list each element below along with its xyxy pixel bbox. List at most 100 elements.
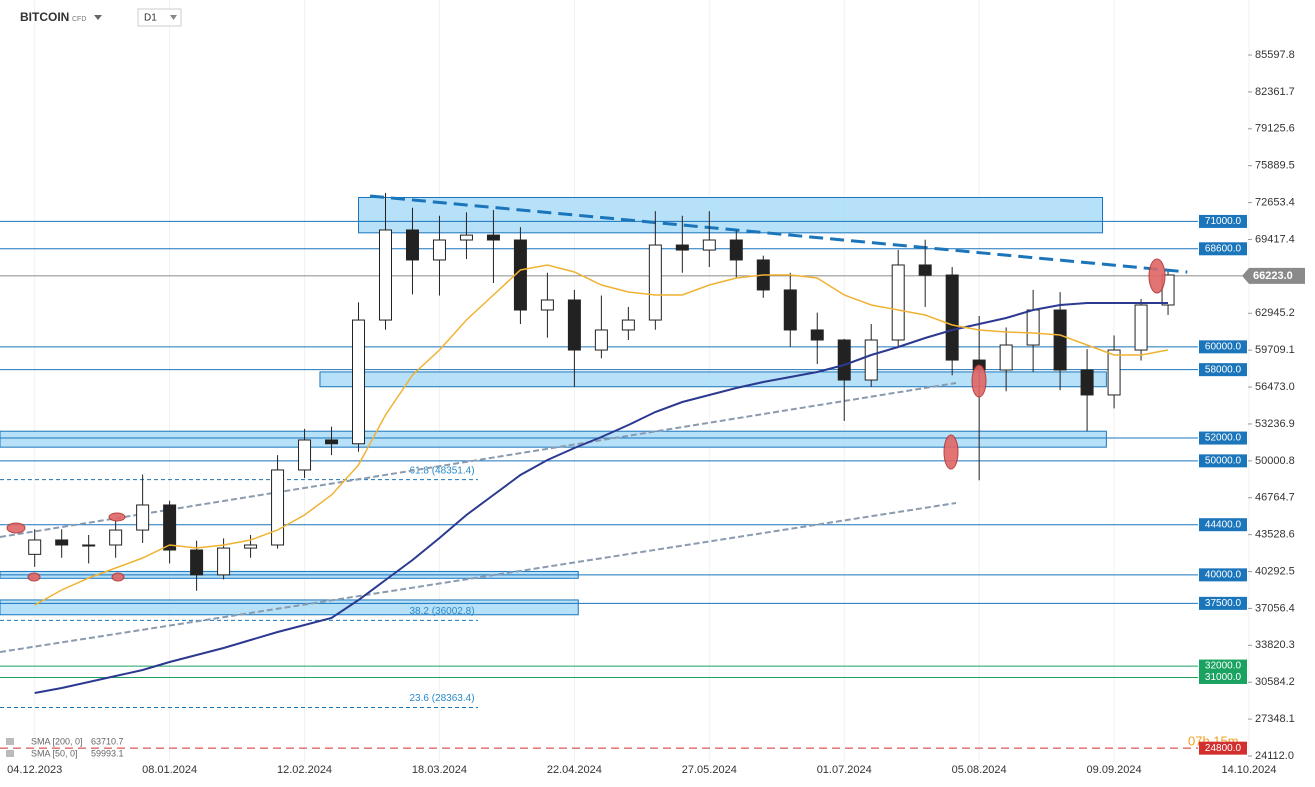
current-price-box: [1242, 267, 1305, 284]
candle-body: [675, 244, 689, 251]
y-tick-label: 24112.0: [1255, 750, 1294, 762]
y-tick-label: 53236.9: [1255, 418, 1295, 430]
level-label: 37500.0: [1205, 598, 1242, 609]
highlight: [108, 512, 126, 522]
candle-body: [1053, 309, 1067, 371]
level-label-box: [1199, 454, 1247, 468]
symbol-dropdown[interactable]: [94, 15, 102, 20]
timeframe-dropdown[interactable]: [170, 15, 177, 20]
plot: 61.8 (48351.4) 38.2 (36002.8) 23.6 (28363.…: [0, 0, 1250, 762]
x-tick-label: 18.03.2024: [412, 764, 467, 776]
level-label: 24800.0: [1205, 743, 1242, 754]
trendline: [0, 382, 957, 538]
y-tick-label: 62945.2: [1255, 307, 1295, 319]
sma-line: [34, 264, 1169, 606]
fib-label: 23.6 (28363.4): [409, 693, 474, 704]
candle-body: [513, 239, 527, 311]
zone: [319, 371, 1107, 388]
x-tick-label: 12.02.2024: [277, 764, 332, 776]
level-label: 68600.0: [1205, 243, 1242, 254]
highlight: [971, 364, 987, 398]
timeframe[interactable]: D1: [144, 13, 157, 24]
level-label: 32000.0: [1205, 661, 1242, 672]
x-tick-label: 27.05.2024: [682, 764, 737, 776]
candle-body: [378, 229, 392, 321]
candle-body: [1107, 349, 1121, 396]
highlight: [6, 522, 26, 534]
symbol[interactable]: BITCOIN: [20, 10, 69, 24]
fib-label: 38.2 (36002.8): [409, 606, 474, 617]
candle-body: [621, 319, 635, 331]
y-tick-label: 27348.1: [1255, 713, 1295, 725]
zone: [0, 430, 1107, 448]
level-label-box: [1199, 741, 1247, 755]
x-tick-label: 08.01.2024: [142, 764, 197, 776]
y-tick-label: 75889.5: [1255, 160, 1295, 172]
candle-body: [432, 239, 446, 261]
candle-body: [109, 529, 123, 546]
candle-body: [82, 544, 96, 547]
level-label: 44400.0: [1205, 519, 1242, 530]
y-tick-label: 30584.2: [1255, 676, 1295, 688]
candle-body: [1026, 309, 1040, 346]
y-tick-label: 69417.4: [1255, 233, 1295, 245]
level-label-box: [1199, 659, 1247, 673]
annotations: [6, 258, 1166, 582]
highlight: [111, 572, 125, 582]
legend-value: 63710.7: [91, 736, 124, 746]
x-tick-label: 05.08.2024: [952, 764, 1007, 776]
candle-body: [999, 344, 1013, 371]
timeframe-box[interactable]: [137, 8, 182, 27]
y-tick-label: 37056.4: [1255, 602, 1295, 614]
sma-line: [34, 302, 1168, 694]
y-tick-label: 46764.7: [1255, 492, 1295, 504]
y-tick-label: 56473.0: [1255, 381, 1295, 393]
candle-body: [567, 299, 581, 351]
current-price-label: 66223.0: [1253, 270, 1293, 282]
candle-body: [352, 319, 366, 445]
fib-label: 61.8 (48351.4): [409, 465, 474, 476]
candle-body: [729, 239, 743, 261]
level-label: 52000.0: [1205, 433, 1242, 444]
trendline: [369, 194, 1188, 274]
y-tick-label: 50000.8: [1255, 455, 1295, 467]
candle-body: [540, 299, 554, 311]
legend-icon: [6, 750, 14, 757]
level-label-box: [1199, 518, 1247, 532]
x-tick-label: 04.12.2023: [7, 764, 62, 776]
candle-body: [405, 229, 419, 261]
highlight: [943, 434, 959, 470]
legend-icon: [6, 738, 14, 745]
level-label: 58000.0: [1205, 364, 1242, 375]
level-label: 60000.0: [1205, 341, 1242, 352]
y-tick-label: 79125.6: [1255, 123, 1295, 135]
instrument-type: CFD: [72, 16, 86, 23]
level-label: 31000.0: [1205, 672, 1242, 683]
candle-body: [648, 244, 662, 321]
level-label-box: [1199, 363, 1247, 377]
candle-body: [486, 234, 500, 241]
highlight: [27, 572, 41, 582]
x-tick-label: 01.07.2024: [817, 764, 872, 776]
legend-value: 59993.1: [91, 748, 124, 758]
zone: [358, 196, 1104, 234]
candle-body: [810, 329, 824, 341]
candle-body: [594, 329, 608, 351]
y-tick-label: 43528.6: [1255, 529, 1295, 541]
y-tick-label: 40292.5: [1255, 565, 1295, 577]
legend-name: SMA [200, 0]: [31, 736, 83, 746]
candle-body: [190, 549, 204, 576]
level-label: 50000.0: [1205, 455, 1242, 466]
candle-body: [837, 339, 851, 381]
level-label: 40000.0: [1205, 570, 1242, 581]
y-tick-label: 59709.1: [1255, 344, 1295, 356]
trendline: [0, 502, 957, 653]
level-label-box: [1199, 340, 1247, 354]
level-label: 71000.0: [1205, 216, 1242, 227]
level-label-box: [1199, 431, 1247, 445]
level-label-box: [1199, 214, 1247, 228]
level-label-box: [1199, 670, 1247, 684]
legend-name: SMA [50, 0]: [31, 748, 78, 758]
